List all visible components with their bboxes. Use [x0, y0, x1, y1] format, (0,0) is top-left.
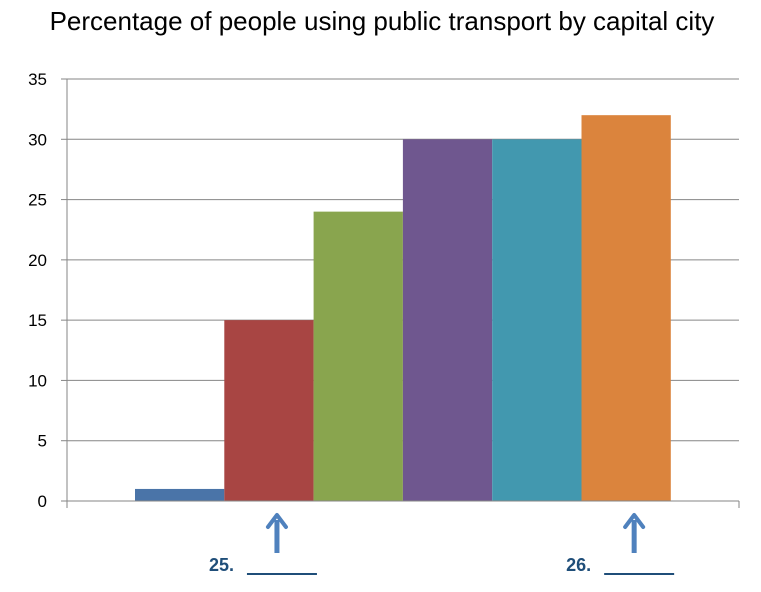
- chart-title: Percentage of people using public transp…: [50, 6, 715, 36]
- bar: [581, 115, 671, 502]
- y-tick-label: 25: [28, 191, 47, 210]
- bar: [224, 320, 314, 501]
- y-tick-label: 35: [28, 70, 47, 89]
- y-tick-label: 30: [28, 130, 47, 149]
- bars: [135, 115, 671, 502]
- axes: [66, 79, 740, 508]
- arrow-head-icon: [623, 513, 646, 529]
- annotation-label: 26.: [566, 555, 591, 575]
- annotations: 25. 26.: [209, 513, 675, 575]
- bar: [313, 211, 403, 501]
- y-tick-label: 5: [38, 432, 47, 451]
- arrow-head-icon: [265, 513, 288, 529]
- y-tick-label: 15: [28, 311, 47, 330]
- y-tick-label: 20: [28, 251, 47, 270]
- y-tick-label: 10: [28, 371, 47, 390]
- bar: [492, 139, 582, 502]
- y-tick-label: 0: [38, 492, 47, 511]
- bar: [402, 139, 493, 502]
- y-tick-labels: 0 5 10 15 20 25 30 35: [28, 70, 67, 511]
- bar: [135, 488, 225, 501]
- annotation-label: 25.: [209, 555, 234, 575]
